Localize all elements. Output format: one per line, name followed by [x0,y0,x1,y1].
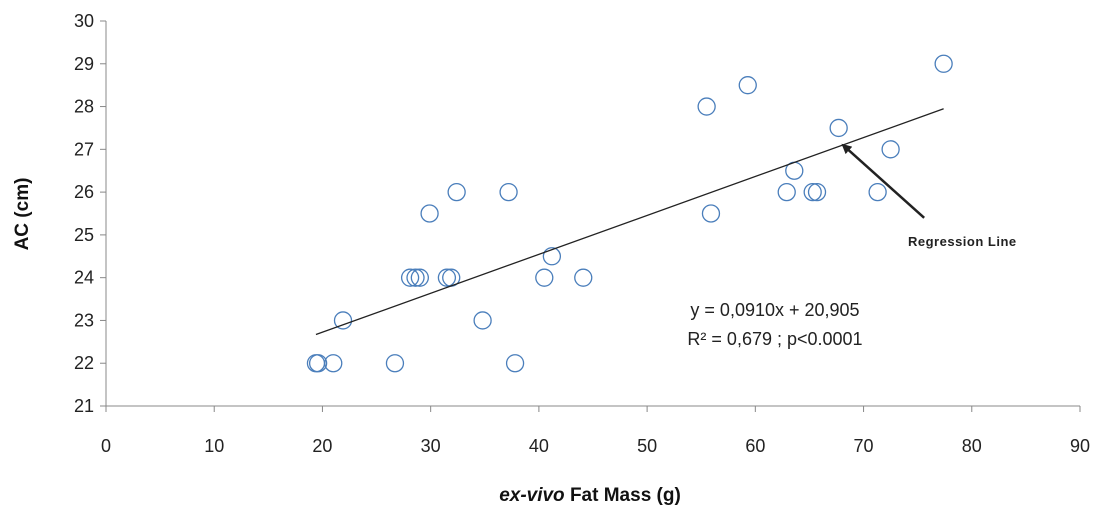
y-tick-label: 21 [74,396,94,416]
y-tick-label: 30 [74,11,94,31]
data-point [473,311,492,330]
annotation-arrow [841,143,925,219]
regression-equation: y = 0,0910x + 20,905 [690,300,859,320]
x-tick-label: 90 [1070,436,1090,456]
y-axis-title: AC (cm) [12,178,33,251]
data-point [803,182,822,202]
x-tick-label: 20 [312,436,332,456]
data-point [701,204,721,223]
x-tick-label: 30 [421,436,441,456]
data-point [437,268,457,287]
axes: 21 22 23 24 25 26 27 28 29 30 0 10 20 30 40 50 60 70 80 90 [74,11,1090,456]
data-point [308,354,328,373]
data-points [306,54,953,373]
x-axis-title-prefix: ex-vivo [499,485,564,506]
x-axis-title-suffix: Fat Mass (g) [565,485,681,506]
regression-stats: R² = 0,679 ; p<0.0001 [687,329,862,349]
y-tick-label: 28 [74,97,94,117]
data-point [807,182,827,202]
data-point [574,268,593,287]
data-point [499,182,518,202]
data-point [385,354,405,373]
x-tick-label: 50 [637,436,657,456]
x-tick-label: 80 [962,436,982,456]
x-tick-label: 70 [854,436,874,456]
data-point [420,204,439,223]
data-point [535,268,554,287]
data-point [542,247,562,266]
x-tick-label: 40 [529,436,549,456]
data-point [406,268,425,287]
data-point [400,268,420,287]
x-axis-title: ex-vivo Fat Mass (g) [499,485,681,506]
data-point [410,268,429,287]
data-point [697,97,716,116]
data-point [934,54,953,73]
data-point [868,182,887,202]
data-point [738,76,757,95]
data-point [829,118,848,138]
y-tick-label: 24 [74,268,94,288]
data-point [324,354,343,373]
x-tick-label: 0 [101,436,111,456]
y-tick-label: 26 [74,182,94,202]
data-point [777,182,796,202]
data-point [505,354,525,373]
regression-line-label: Regression Line [908,234,1017,249]
data-point [333,311,353,330]
x-tick-label: 10 [204,436,224,456]
y-tick-label: 25 [74,225,94,245]
data-point [881,140,900,159]
data-point [447,182,466,202]
regression-layer [315,108,944,336]
x-tick-label: 60 [745,436,765,456]
y-tick-label: 22 [74,353,94,373]
regression-line [315,108,944,336]
y-tick-label: 23 [74,310,94,330]
y-tick-label: 29 [74,54,94,74]
y-tick-label: 27 [74,139,94,159]
